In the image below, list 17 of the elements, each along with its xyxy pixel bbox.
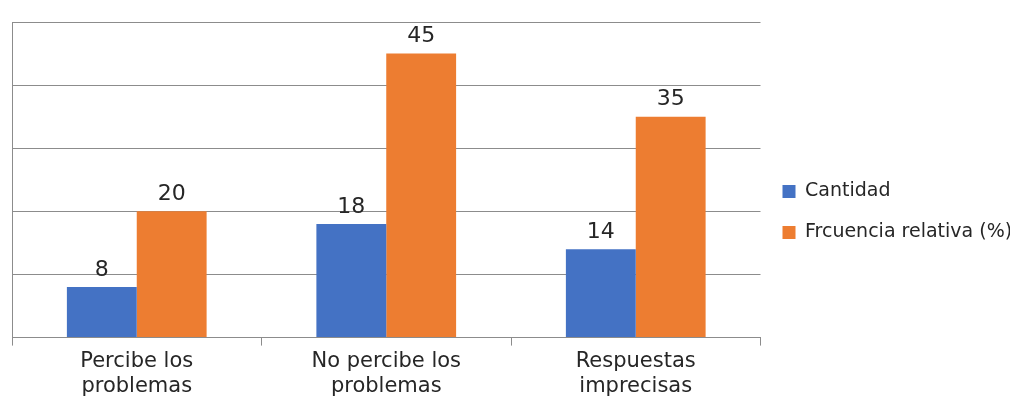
data-label: 45 bbox=[407, 22, 436, 48]
bar bbox=[635, 116, 706, 338]
legend-label: Frcuencia relativa (%) bbox=[805, 219, 1013, 242]
bar bbox=[316, 223, 387, 338]
bar bbox=[136, 211, 207, 338]
x-tick-label: No percibe los problemas bbox=[311, 347, 462, 397]
x-tick-label: Percibe los problemas bbox=[80, 347, 194, 397]
data-label: 18 bbox=[337, 192, 366, 218]
bar bbox=[386, 53, 457, 338]
data-label: 8 bbox=[94, 255, 109, 281]
data-label: 14 bbox=[586, 217, 615, 243]
bar bbox=[565, 249, 636, 338]
bar bbox=[66, 287, 137, 338]
data-label: 35 bbox=[656, 85, 685, 111]
data-label: 20 bbox=[157, 180, 186, 206]
x-tick-label: Respuestas imprecisas bbox=[575, 347, 696, 397]
legend-label: Cantidad bbox=[805, 178, 891, 201]
